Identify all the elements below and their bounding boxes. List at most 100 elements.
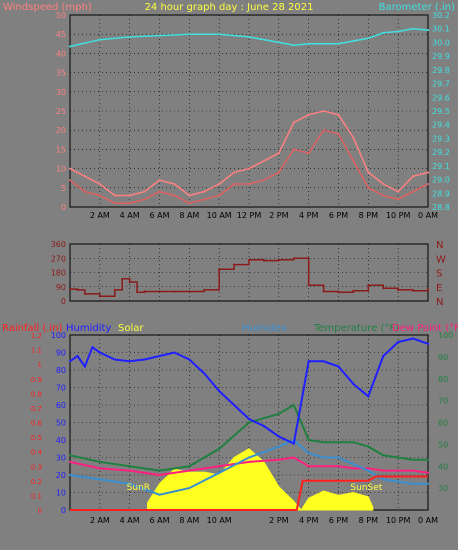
rain-tick-label: 0.9	[31, 376, 42, 384]
temperature-point	[367, 445, 370, 448]
x-tick-label: 10 AM	[207, 211, 232, 220]
temperature-point	[382, 454, 385, 457]
temp-tick-label: 40	[438, 462, 448, 471]
data-point	[158, 34, 161, 37]
data-point	[121, 277, 124, 280]
dewpoint-point	[158, 474, 161, 476]
left-tick-label: 35	[56, 69, 66, 78]
dewpoint-axis-title: Dew Point (°F)	[392, 323, 458, 334]
barometer-axis-title: Barometer (.in)	[379, 2, 455, 13]
data-point	[248, 167, 250, 170]
right-tick-label: 29.3	[432, 134, 450, 143]
data-point	[69, 45, 71, 48]
humidity-point	[397, 341, 400, 343]
data-point	[248, 35, 250, 38]
temperature-point	[292, 404, 295, 406]
data-point	[292, 44, 295, 47]
humidex-line	[69, 438, 428, 496]
x-tick-label: 6 AM	[149, 211, 169, 220]
dewpoint-point	[412, 469, 415, 472]
data-point	[277, 41, 280, 44]
humidity-point	[427, 342, 429, 345]
temperature-point	[412, 458, 415, 461]
temp-tick-label: 60	[438, 419, 448, 428]
data-point	[292, 121, 295, 124]
temperature-point	[337, 441, 340, 444]
humidex-point	[69, 474, 71, 476]
x-tick-label: 0 AM	[418, 211, 438, 220]
temp-humidity-legend: Rainfall (.in) Humidity Solar Humidex Te…	[2, 323, 458, 334]
humidity-point	[218, 390, 221, 392]
data-point	[218, 33, 221, 36]
data-point	[248, 258, 250, 261]
data-point	[203, 190, 206, 193]
temperature-point	[158, 469, 161, 472]
data-point	[277, 171, 280, 174]
x-tick-label: 4 PM	[299, 211, 318, 220]
humidity-point	[69, 360, 71, 363]
data-point	[412, 289, 415, 292]
data-point	[69, 288, 71, 291]
dewpoint-point	[427, 471, 429, 474]
humidity-tick-label: 20	[56, 471, 66, 480]
left-tick-label: 25	[56, 107, 66, 116]
data-point	[98, 38, 101, 41]
temperature-point	[307, 439, 310, 441]
humidity-tick-label: 80	[56, 366, 66, 375]
temperature-point	[69, 454, 71, 457]
data-point	[203, 288, 206, 291]
dewpoint-point	[397, 469, 400, 472]
temperature-point	[248, 421, 250, 424]
temperature-point	[188, 465, 191, 468]
data-point	[367, 171, 370, 174]
right-tick-label: 30.2	[432, 11, 450, 20]
humidex-point	[218, 471, 221, 474]
data-point	[262, 179, 265, 182]
direction-label: N	[436, 297, 443, 308]
data-point	[143, 290, 146, 293]
humidity-point	[113, 358, 116, 361]
solar-axis-title: Solar	[118, 323, 144, 334]
data-point	[233, 182, 236, 185]
data-point	[83, 190, 86, 193]
data-point	[98, 194, 101, 197]
temperature-point	[397, 456, 400, 459]
x-tick-label: 8 PM	[359, 211, 378, 220]
humidity-point	[277, 435, 280, 438]
humidex-point	[337, 456, 340, 459]
temp-tick-label: 90	[438, 353, 448, 362]
dewpoint-point	[128, 469, 131, 472]
data-point	[188, 290, 191, 293]
rain-tick-label: 0.2	[31, 478, 42, 486]
data-point	[136, 291, 139, 294]
left-tick-label: 90	[56, 283, 66, 292]
humidity-tick-label: 100	[51, 331, 66, 340]
data-point	[98, 182, 101, 185]
right-tick-label: 29.0	[432, 176, 450, 185]
rain-tick-label: 1.1	[31, 347, 42, 355]
x-tick-label: 4 PM	[299, 516, 318, 525]
data-point	[427, 182, 429, 185]
temperature-point	[98, 460, 101, 463]
left-tick-label: 0	[61, 297, 66, 306]
temperature-point	[427, 458, 429, 461]
dewpoint-point	[382, 469, 385, 472]
sunset-label: SunSet	[350, 483, 382, 493]
humidity-point	[173, 351, 176, 354]
right-tick-label: 29.6	[432, 93, 450, 102]
dewpoint-line	[69, 456, 429, 477]
data-point	[158, 290, 161, 293]
temperature-line	[69, 403, 428, 472]
left-tick-label: 180	[51, 269, 66, 278]
wind-baro-chart: 0 5 10 15 20 25 30 35 40 45 50 28.8 28.9 29.0 29.1 29.2…	[56, 11, 450, 220]
temperature-axis-title: Temperature (°F)	[313, 323, 399, 334]
data-point	[98, 295, 101, 298]
x-tick-label: 4 AM	[120, 211, 140, 220]
humidity-point	[262, 425, 265, 427]
data-point	[307, 284, 310, 287]
humidity-tick-label: 10	[56, 489, 66, 498]
temperature-point	[218, 447, 221, 450]
humidity-point	[203, 372, 206, 375]
